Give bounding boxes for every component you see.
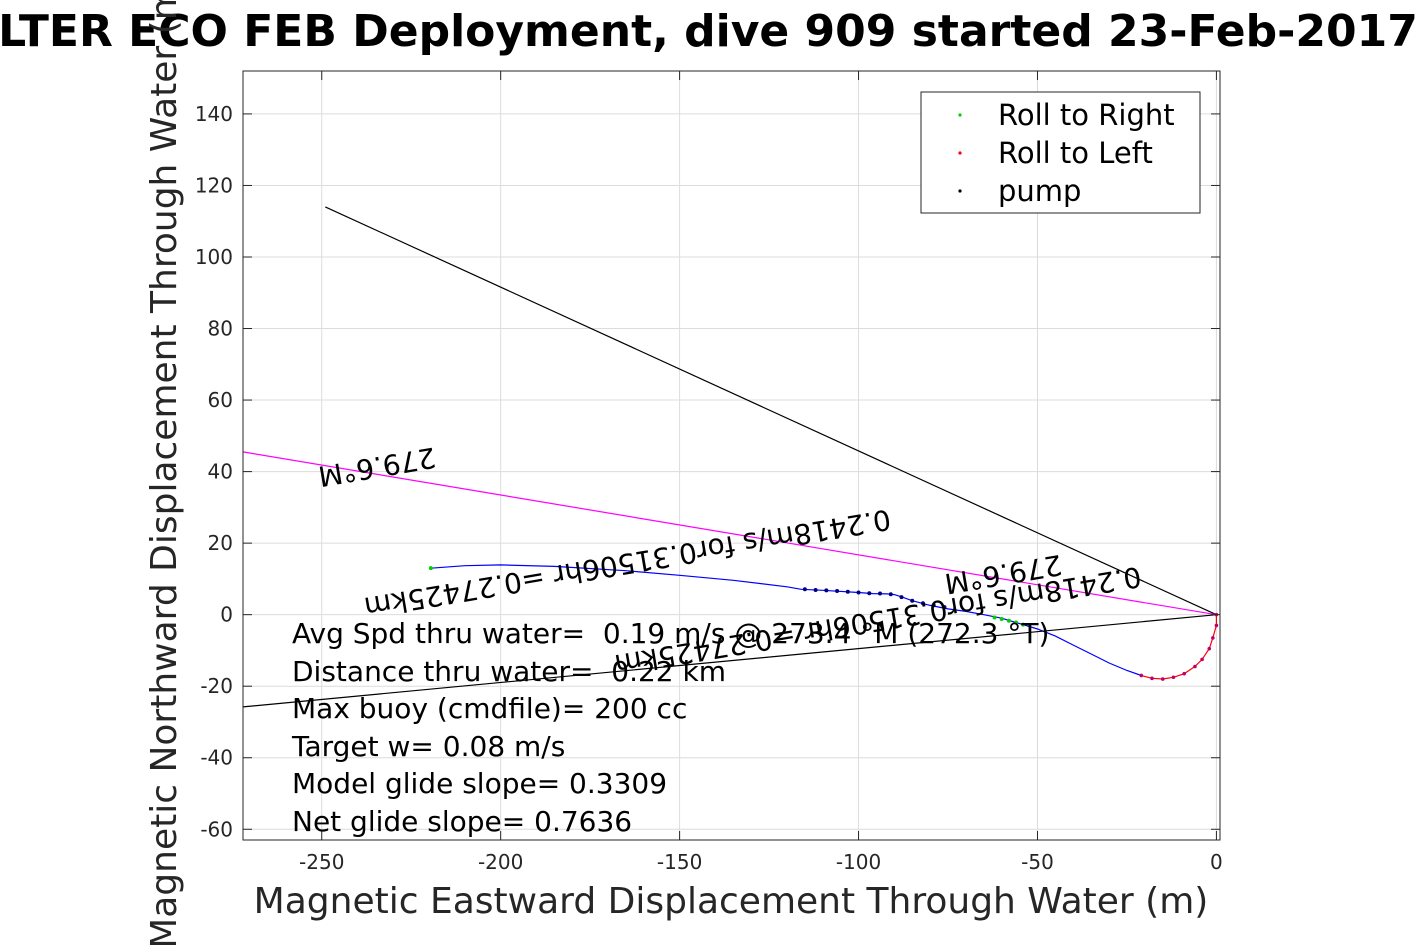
legend-label-roll-right: Roll to Right [998,98,1175,132]
chart-title: LTER ECO FEB Deployment, dive 909 starte… [0,6,1417,57]
legend-marker-roll-right [958,113,962,117]
marker-point [878,591,883,596]
marker-point [999,616,1004,621]
marker-point [845,589,850,594]
x-tick-label: -100 [836,850,881,874]
y-tick-label: 40 [208,460,233,484]
x-tick-label: -200 [478,850,523,874]
heading-annotation: 279.6°M [316,441,438,493]
y-tick-label: 140 [195,102,233,126]
x-tick-label: -250 [299,850,344,874]
legend-box [920,91,1201,214]
marker-point [910,598,915,603]
marker-point [428,566,433,571]
marker-point [1211,636,1215,640]
stat-distance: Distance thru water= 0.22 km [292,655,726,688]
marker-point [1207,646,1212,651]
y-tick-label: 120 [195,173,233,197]
axes-frame [242,70,1221,841]
data-layer [242,206,1219,708]
marker-point [888,592,893,597]
stat-avg-speed: Avg Spd thru water= 0.19 m/s @ 273.4 °M … [292,617,1049,650]
y-tick-label: -20 [200,674,233,698]
marker-point [1006,618,1011,623]
axis-ticks: -250 -200 -150 -100 -50 0 140 120 100 80 60 40 20 0 -2… [195,71,1223,874]
y-tick-label: -40 [200,746,233,770]
series-line-3 [242,614,1217,708]
legend-marker-pump [958,189,962,193]
marker-point [835,589,840,594]
legend-label-pump: pump [998,174,1081,208]
stat-target-w: Target w= 0.08 m/s [291,730,565,763]
marker-point [992,615,997,620]
legend-marker-roll-left [958,151,962,155]
series-line-4 [242,451,1217,616]
marker-point [1139,673,1144,678]
legend-label-roll-left: Roll to Left [998,136,1153,170]
y-tick-label: 60 [208,388,233,412]
marker-point [899,595,904,600]
stats-block: Avg Spd thru water= 0.19 m/s @ 273.4 °M … [291,617,1049,838]
heading-annotation: 0.2418m/s for0.31506hr =0.27425km [362,502,893,623]
y-axis-label: Magnetic Northward Displacement Through … [144,0,185,945]
y-tick-label: 0 [220,603,233,627]
marker-point [1200,657,1204,662]
marker-point [931,603,936,608]
series-line-2 [325,206,1217,616]
legend: Roll to Right Roll to Left pump [920,91,1201,214]
y-tick-label: 80 [208,317,233,341]
stat-max-buoy: Max buoy (cmdfile)= 200 cc [292,692,687,725]
stat-model-glide: Model glide slope= 0.3309 [292,767,667,800]
grid-lines [243,71,1220,840]
x-tick-label: 0 [1210,850,1223,874]
axes-box [242,70,1221,841]
series-line-1 [1141,614,1218,680]
y-tick-label: 20 [208,531,233,555]
marker-point [1214,623,1219,628]
marker-point [813,587,818,592]
marker-point [920,601,925,606]
stat-net-glide: Net glide slope= 0.7636 [292,805,632,838]
marker-point [1021,622,1026,627]
marker-point [856,590,861,595]
marker-point [1150,676,1154,681]
marker-point [942,605,947,610]
marker-point [1182,671,1187,676]
y-tick-label: -60 [200,817,233,841]
marker-point [802,587,807,592]
marker-point [824,588,829,593]
x-tick-label: -50 [1021,850,1054,874]
marker-point [1014,620,1019,625]
marker-point [1171,675,1176,680]
x-tick-label: -150 [657,850,702,874]
marker-point [867,591,872,596]
x-axis-label: Magnetic Eastward Displacement Through W… [254,881,1209,922]
marker-point [1193,664,1197,669]
y-tick-label: 100 [195,245,233,269]
marker-point [1160,677,1165,681]
